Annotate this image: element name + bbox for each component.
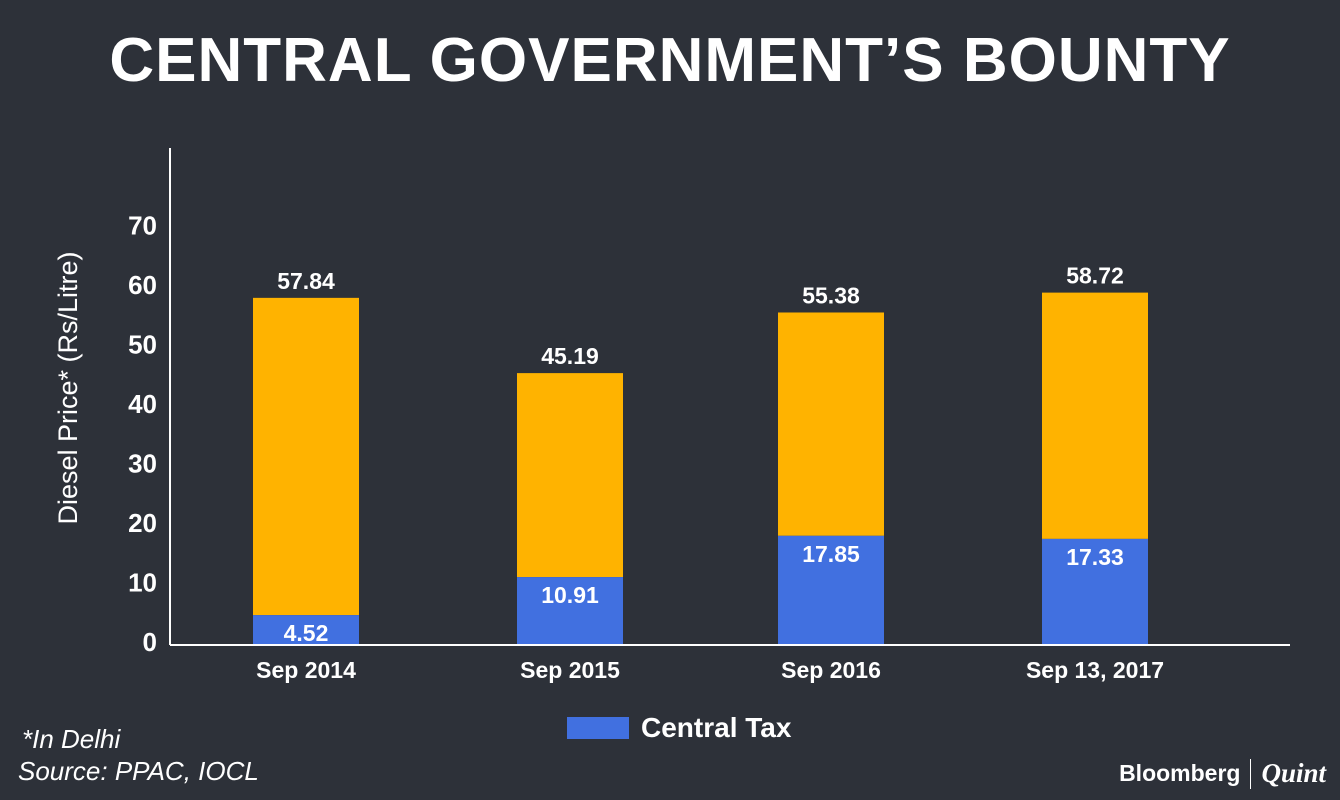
axes — [169, 148, 1290, 646]
brand-divider — [1250, 758, 1252, 789]
bar-central-tax — [1042, 538, 1148, 645]
bar-other — [253, 297, 359, 616]
legend: Central Tax — [567, 712, 791, 744]
bar-other — [778, 312, 884, 536]
total-value-label: 55.38 — [802, 282, 860, 308]
footnote: *In Delhi — [22, 724, 121, 754]
y-tick-label: 30 — [128, 449, 157, 479]
y-tick-label: 20 — [128, 508, 157, 538]
source-note: Source: PPAC, IOCL — [18, 756, 259, 786]
total-value-label: 58.72 — [1066, 263, 1124, 289]
bars — [253, 292, 1148, 645]
brand-logo: Bloomberg Quint — [1119, 758, 1326, 789]
chart-title: CENTRAL GOVERNMENT’S BOUNTY — [109, 26, 1231, 95]
central-tax-value-label: 17.85 — [802, 541, 860, 567]
x-tick-label: Sep 2014 — [256, 657, 356, 683]
bar-other — [1042, 292, 1148, 539]
central-tax-value-label: 4.52 — [284, 620, 329, 646]
legend-label-central-tax: Central Tax — [641, 712, 792, 743]
bar-central-tax — [778, 535, 884, 645]
y-axis-title-group: Diesel Price* (Rs/Litre) — [53, 251, 83, 524]
x-tick-labels: Sep 2014 Sep 2015 Sep 2016 Sep 13, 2017 — [256, 657, 1164, 683]
y-tick-label: 40 — [128, 389, 157, 419]
y-tick-label: 10 — [128, 568, 157, 598]
y-axis-title: Diesel Price* (Rs/Litre) — [53, 251, 83, 524]
total-value-label: 45.19 — [541, 343, 599, 369]
bar-central-tax — [517, 577, 623, 645]
y-tick-label: 0 — [143, 627, 157, 657]
central-tax-value-label: 10.91 — [541, 582, 599, 608]
bar-other — [517, 373, 623, 578]
legend-swatch-central-tax — [567, 717, 629, 739]
brand-name: Bloomberg — [1119, 760, 1241, 786]
y-tick-label: 70 — [128, 211, 157, 241]
y-ticks: 0 10 20 30 40 50 60 70 — [128, 211, 157, 658]
total-value-label: 57.84 — [277, 268, 335, 294]
y-tick-label: 60 — [128, 270, 157, 300]
brand-partner: Quint — [1261, 758, 1326, 788]
data-labels: 57.84 4.52 45.19 10.91 55.38 17.85 58.72 17.33 — [277, 263, 1124, 646]
central-tax-value-label: 17.33 — [1066, 544, 1124, 570]
bar-central-tax — [253, 615, 359, 645]
x-tick-label: Sep 13, 2017 — [1026, 657, 1164, 683]
y-tick-label: 50 — [128, 330, 157, 360]
x-tick-label: Sep 2015 — [520, 657, 620, 683]
x-tick-label: Sep 2016 — [781, 657, 881, 683]
